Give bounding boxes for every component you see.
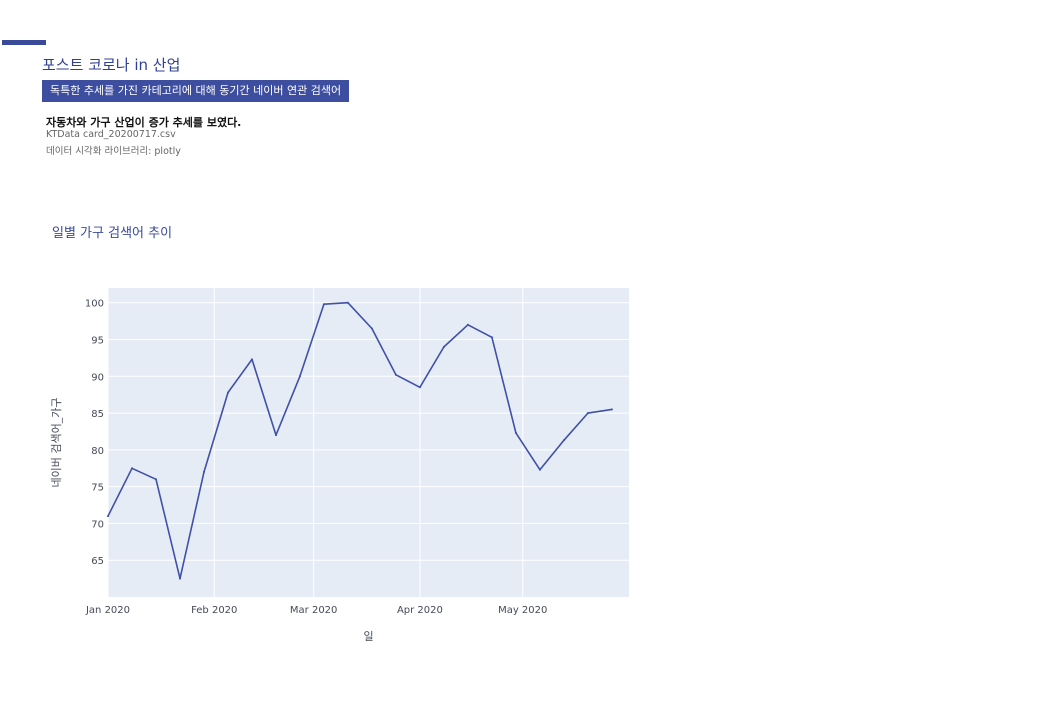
data-source: KTData card_20200717.csv: [46, 129, 176, 140]
summary-text: 자동차와 가구 산업이 증가 추세를 보였다.: [46, 116, 242, 129]
data-point: [538, 468, 541, 471]
data-points: [107, 301, 613, 580]
y-tick-label: 100: [85, 299, 104, 310]
x-tick-label: Apr 2020: [397, 605, 443, 616]
data-point: [370, 327, 373, 330]
y-tick-label: 75: [91, 483, 104, 494]
data-point: [514, 431, 517, 434]
subtitle-banner: 독특한 추세를 가진 카테고리에 대해 동기간 네이버 연관 검색어: [42, 80, 350, 102]
y-axis-title: 네이버 검색어_가구: [50, 398, 63, 488]
data-point: [298, 375, 301, 378]
accent-bar: [2, 40, 46, 45]
data-point: [275, 434, 277, 437]
grid-lines: [107, 288, 629, 597]
x-axis-title: 일: [363, 629, 373, 643]
data-point: [394, 373, 397, 376]
data-point: [179, 577, 181, 580]
axis-ticks: 65 70 75 80 85 90 95 100 Jan 2020 Feb 2020 Mar 202…: [85, 299, 547, 616]
data-point: [418, 386, 421, 389]
library-note: 데이터 시각화 라이브러리: plotly: [46, 146, 181, 157]
y-tick-label: 85: [91, 409, 104, 420]
y-tick-label: 80: [91, 446, 104, 457]
x-tick-label: May 2020: [498, 605, 547, 616]
x-tick-label: Mar 2020: [290, 605, 338, 616]
x-tick-label: Feb 2020: [191, 605, 237, 616]
y-tick-label: 65: [91, 556, 104, 567]
x-tick-label: Jan 2020: [85, 605, 130, 616]
data-point: [131, 467, 133, 470]
data-point: [586, 412, 589, 415]
data-point: [107, 515, 109, 518]
y-tick-label: 95: [91, 336, 104, 347]
y-tick-label: 90: [91, 372, 104, 383]
chart-title: 일별 가구 검색어 추이: [52, 226, 173, 241]
data-point: [466, 323, 469, 326]
data-point: [155, 478, 157, 481]
data-point: [490, 336, 493, 339]
data-point: [203, 470, 205, 473]
data-point: [227, 391, 229, 394]
data-point: [322, 303, 325, 306]
series-line: [107, 301, 613, 580]
data-point: [442, 345, 445, 348]
data-point: [346, 301, 349, 304]
data-point: [251, 358, 253, 361]
y-tick-label: 70: [91, 519, 104, 530]
data-point: [562, 439, 565, 442]
data-point: [610, 408, 613, 411]
page-title: 포스트 코로나 in 산업: [42, 56, 181, 74]
